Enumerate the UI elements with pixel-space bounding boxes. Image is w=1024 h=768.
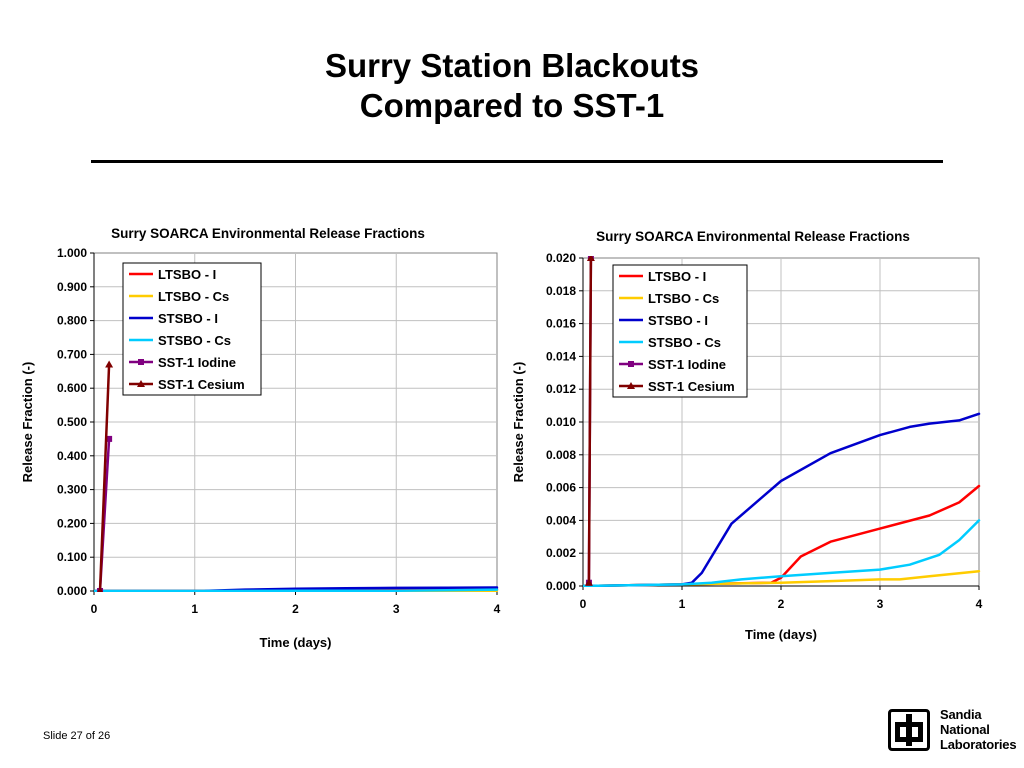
y-tick-label: 0.008 — [546, 448, 576, 462]
data-point — [586, 256, 595, 261]
chart-title: Surry SOARCA Environmental Release Fract… — [596, 229, 910, 244]
slide-title-line-1: Surry Station Blackouts — [324, 47, 700, 84]
series-line-3 — [94, 588, 499, 592]
y-tick-label: 0.300 — [57, 483, 87, 497]
y-tick-label: 0.000 — [546, 579, 576, 593]
y-tick-label: 0.004 — [546, 513, 576, 527]
legend-marker — [138, 359, 144, 365]
logo-line-3: Laboratories — [940, 737, 1017, 752]
legend-marker — [627, 382, 635, 389]
legend-label: SST-1 Cesium — [158, 377, 245, 392]
legend-label: LTSBO - I — [158, 267, 216, 282]
legend-label: LTSBO - I — [648, 269, 706, 284]
legend-box — [612, 264, 748, 398]
data-point — [105, 360, 114, 368]
legend-box — [122, 262, 262, 396]
y-tick-label: 0.010 — [546, 415, 576, 429]
logo-line-2: National — [940, 722, 990, 737]
y-tick-label: 0.100 — [57, 550, 87, 564]
x-tick-label: 2 — [292, 602, 299, 616]
y-tick-label: 0.800 — [57, 314, 87, 328]
legend-label: SST-1 Iodine — [158, 355, 236, 370]
x-tick-label: 4 — [494, 602, 501, 616]
data-point — [106, 435, 113, 442]
legend: LTSBO - I LTSBO - Cs STSBO - I STSBO - Cs SS… — [612, 264, 748, 398]
x-tick-label: 1 — [679, 597, 686, 611]
data-point — [97, 587, 103, 592]
slide-number: Slide 27 of 26 — [43, 730, 111, 742]
legend-marker — [137, 380, 145, 387]
series-line-3 — [583, 519, 981, 587]
right-release-fraction-chart: Surry SOARCA Environmental Release Fract… — [511, 229, 983, 642]
x-tick-label: 0 — [580, 597, 587, 611]
y-tick-label: 0.012 — [546, 382, 576, 396]
legend-label: STSBO - Cs — [158, 333, 231, 348]
y-tick-label: 0.018 — [546, 284, 576, 298]
series-group — [583, 256, 981, 587]
title-divider — [91, 160, 943, 163]
y-tick-label: 0.016 — [546, 317, 576, 331]
slide-title-line-2: Compared to SST-1 — [359, 87, 665, 124]
y-tick-label: 0.014 — [546, 349, 576, 363]
x-tick-label: 0 — [91, 602, 98, 616]
y-tick-label: 0.020 — [546, 251, 576, 265]
sandia-logo: Sandia National Laboratories — [886, 707, 1017, 757]
left-release-fraction-chart: Surry SOARCA Environmental Release Fract… — [20, 226, 501, 650]
y-tick-label: 0.200 — [57, 516, 87, 530]
x-axis-title: Time (days) — [259, 635, 331, 650]
legend-label: SST-1 Cesium — [648, 379, 735, 394]
y-tick-label: 0.500 — [57, 415, 87, 429]
series-line-5 — [98, 363, 111, 592]
series-line-5 — [587, 256, 593, 584]
legend-label: LTSBO - Cs — [158, 289, 229, 304]
x-tick-label: 3 — [877, 597, 884, 611]
legend-marker — [628, 361, 634, 367]
x-tick-label: 4 — [976, 597, 983, 611]
y-tick-label: 0.006 — [546, 481, 576, 495]
y-tick-label: 0.600 — [57, 381, 87, 395]
y-tick-label: 0.000 — [57, 584, 87, 598]
legend-label: STSBO - I — [648, 313, 708, 328]
data-point — [584, 578, 593, 586]
x-axis-title: Time (days) — [745, 627, 817, 642]
legend-label: SST-1 Iodine — [648, 357, 726, 372]
logo-line-1: Sandia — [940, 707, 982, 722]
y-axis-title: Release Fraction (-) — [20, 362, 35, 483]
sandia-thunderbird-icon — [888, 709, 930, 751]
y-tick-label: 0.900 — [57, 280, 87, 294]
y-tick-label: 0.002 — [546, 546, 576, 560]
x-tick-label: 2 — [778, 597, 785, 611]
series-group — [94, 360, 499, 592]
legend-label: STSBO - I — [158, 311, 218, 326]
y-tick-label: 1.000 — [57, 246, 87, 260]
y-tick-label: 0.700 — [57, 347, 87, 361]
legend: LTSBO - I LTSBO - Cs STSBO - I STSBO - Cs SS… — [122, 262, 262, 396]
y-tick-label: 0.400 — [57, 449, 87, 463]
legend-label: STSBO - Cs — [648, 335, 721, 350]
x-tick-label: 3 — [393, 602, 400, 616]
y-axis-title: Release Fraction (-) — [511, 362, 526, 483]
sandia-logo-text: Sandia National Laboratories — [940, 707, 1017, 752]
x-tick-label: 1 — [191, 602, 198, 616]
chart-title: Surry SOARCA Environmental Release Fract… — [111, 226, 425, 241]
legend-label: LTSBO - Cs — [648, 291, 719, 306]
